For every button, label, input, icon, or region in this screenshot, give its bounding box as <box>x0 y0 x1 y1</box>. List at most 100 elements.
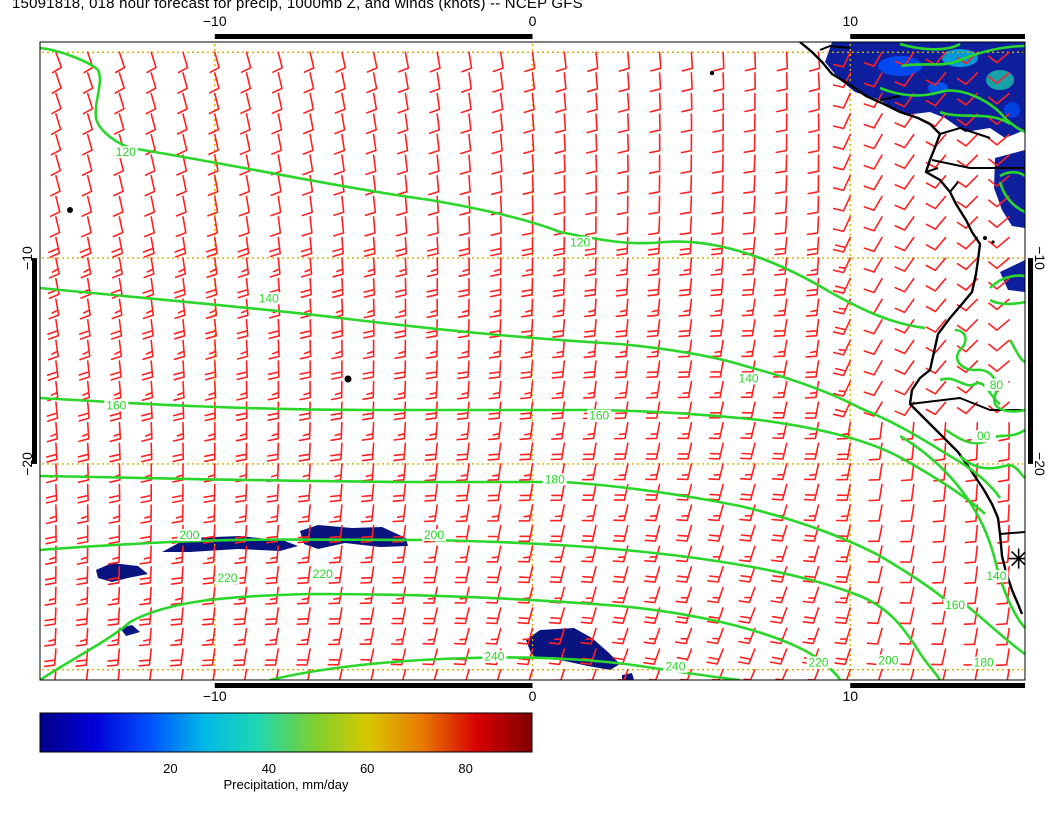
wind-barb <box>49 216 61 238</box>
wind-barb <box>554 154 566 175</box>
wind-barb <box>143 257 155 279</box>
contour-label: 220 <box>313 567 333 581</box>
wind-barb <box>454 607 470 625</box>
wind-barb <box>771 524 788 542</box>
contour-label: 180 <box>545 472 565 486</box>
colorbar-tick-label: 40 <box>262 761 276 776</box>
wind-barb <box>866 607 883 625</box>
wind-barb <box>647 257 661 277</box>
wind-barb <box>362 360 375 380</box>
wind-barb <box>51 113 62 135</box>
wind-barb <box>175 195 187 217</box>
wind-barb <box>708 442 724 460</box>
wind-barb <box>894 257 915 272</box>
wind-barb <box>234 545 248 565</box>
wind-barb <box>519 421 534 441</box>
wind-barb <box>492 72 504 93</box>
wind-barb <box>617 154 629 175</box>
wind-barb <box>647 298 661 317</box>
contour-140 <box>40 286 1002 499</box>
wind-barb <box>863 113 883 129</box>
colorbar-tick-label: 60 <box>360 761 374 776</box>
wind-barb <box>302 133 314 155</box>
wind-barb <box>988 51 1010 64</box>
wind-barb <box>806 257 820 277</box>
wind-barb <box>742 216 756 235</box>
wind-barb <box>204 401 216 422</box>
wind-barb <box>361 442 375 462</box>
wind-barb <box>456 380 470 400</box>
wind-barb <box>139 545 152 565</box>
wind-barb <box>805 298 820 317</box>
wind-barb <box>238 216 250 237</box>
wind-barb <box>424 421 438 441</box>
contour-label-bg <box>422 528 446 541</box>
wind-barb <box>925 195 947 210</box>
wind-barb <box>455 463 470 482</box>
wind-barb <box>333 175 345 196</box>
contour-label: 120 <box>116 145 136 159</box>
wind-barb <box>107 607 121 626</box>
wind-barb <box>863 380 883 397</box>
wind-barb <box>485 627 502 645</box>
wind-barb <box>988 360 1010 373</box>
wind-barb <box>334 92 346 114</box>
wind-barb <box>391 545 407 564</box>
wind-barb <box>81 154 93 176</box>
wind-barb <box>363 257 376 278</box>
wind-barb <box>997 483 1010 503</box>
wind-barb <box>832 216 851 233</box>
wind-barb <box>235 421 248 442</box>
wind-barb <box>145 92 157 115</box>
wind-barb <box>988 133 1010 146</box>
wind-barb <box>111 298 123 320</box>
wind-barb <box>269 216 282 237</box>
wind-barb <box>649 113 661 134</box>
wind-barb <box>805 339 820 358</box>
wind-barb <box>775 133 788 154</box>
wind-barb <box>486 545 502 563</box>
wind-barb <box>583 360 597 379</box>
wind-barb <box>804 463 820 481</box>
wind-barb <box>739 524 756 542</box>
wind-barb <box>333 216 345 237</box>
wind-barb <box>738 648 756 665</box>
wind-barb <box>271 92 283 114</box>
wind-barb <box>617 175 629 195</box>
wind-barb <box>863 51 883 67</box>
wind-barb <box>488 339 502 359</box>
wind-barb <box>302 154 314 176</box>
wind-barb <box>300 236 313 258</box>
contour-land-7 <box>939 377 1001 406</box>
wind-barb <box>676 442 693 460</box>
wind-barb <box>711 175 724 195</box>
wind-barb <box>863 236 883 253</box>
wind-barb <box>618 92 630 113</box>
wind-barb <box>802 586 820 604</box>
wind-barb <box>681 51 694 72</box>
wind-barb <box>519 442 534 461</box>
wind-barb <box>775 175 788 195</box>
wind-barb <box>932 545 947 564</box>
wind-barb <box>617 133 630 154</box>
wind-barb <box>863 257 883 273</box>
wind-barb <box>267 380 280 401</box>
contour-label-bg <box>663 660 688 673</box>
wind-barb <box>366 92 378 114</box>
wind-barb <box>925 72 947 86</box>
wind-barb <box>487 442 502 461</box>
wind-barb <box>299 380 311 401</box>
wind-barb <box>427 236 439 257</box>
wind-barb <box>236 380 248 401</box>
wind-barb <box>141 421 153 442</box>
wind-barb <box>956 133 979 147</box>
wind-barb <box>205 298 218 319</box>
wind-barb <box>679 195 693 215</box>
wind-barb <box>805 319 820 338</box>
wind-barb <box>898 648 915 666</box>
wind-barb <box>107 566 121 586</box>
wind-barb <box>832 195 851 212</box>
wind-barb <box>51 51 63 74</box>
wind-barb <box>391 607 407 625</box>
wind-barb <box>170 607 184 626</box>
